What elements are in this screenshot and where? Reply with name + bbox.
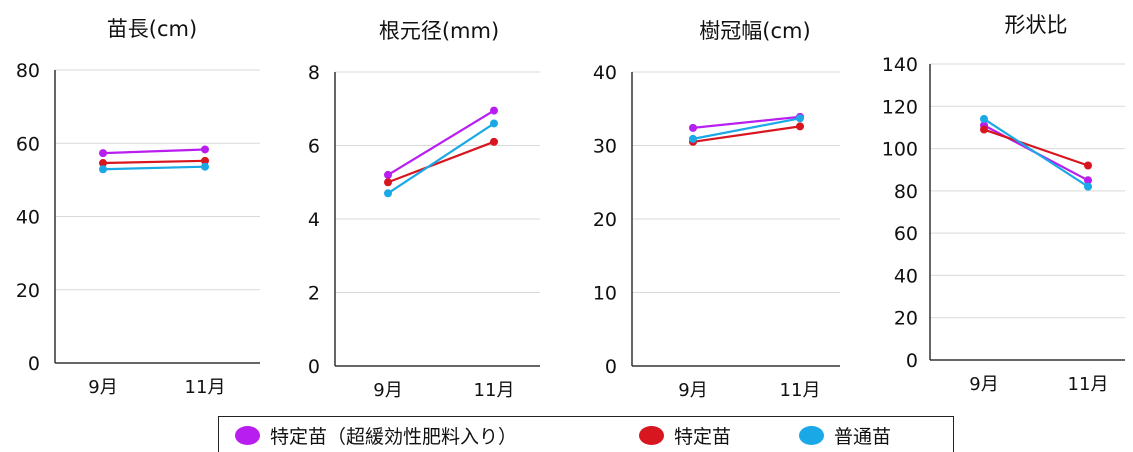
- legend-item-purple: 特定苗（超緩効性肥料入り）: [235, 423, 518, 448]
- series-line-purple: [102, 148, 206, 155]
- legend-label-purple: 特定苗（超緩効性肥料入り）: [270, 425, 518, 448]
- data-point-blue: [201, 162, 209, 171]
- data-point-red: [1084, 161, 1092, 170]
- data-point-purple: [1084, 176, 1092, 185]
- chart-panel-4: 0 20 40 60 80 100 120 140 形状比 9月 11月: [882, 13, 1125, 395]
- data-point-blue: [99, 165, 107, 174]
- y-tick-label: 0: [308, 356, 320, 378]
- x-tick-label: 9月: [88, 377, 117, 398]
- series-line-blue: [692, 117, 801, 140]
- data-point-red: [490, 137, 498, 146]
- legend-label-red: 特定苗: [674, 425, 732, 448]
- chart-title: 樹冠幅(cm): [699, 19, 810, 43]
- chart-title: 形状比: [1005, 13, 1068, 37]
- legend-item-red: 特定苗: [639, 423, 732, 448]
- chart-panel-1: 0 20 40 60 80 苗長(cm) 9月 11月: [16, 17, 260, 398]
- y-tick-label: 40: [16, 207, 40, 229]
- x-tick-label: 9月: [969, 374, 998, 395]
- y-tick-label: 20: [894, 308, 918, 330]
- legend: 特定苗（超緩効性肥料入り） 特定苗 普通苗: [218, 416, 954, 452]
- y-tick-label: 120: [882, 96, 918, 118]
- data-point-purple: [99, 149, 107, 158]
- legend-marker-blue: [799, 425, 824, 445]
- legend-label-blue: 普通苗: [834, 425, 892, 448]
- y-tick-label: 20: [593, 209, 617, 231]
- data-point-purple: [689, 123, 697, 132]
- y-tick-label: 140: [882, 54, 918, 76]
- data-point-red: [201, 156, 209, 165]
- data-point-red: [99, 159, 107, 168]
- data-point-blue: [689, 134, 697, 143]
- y-tick-label: 40: [593, 62, 617, 84]
- data-point-blue: [490, 119, 498, 128]
- chart-panel-2: 0 2 4 6 8 根元径(mm) 9月 11月: [308, 19, 540, 401]
- series-line-red: [692, 125, 801, 143]
- data-point-blue: [796, 114, 804, 123]
- y-tick-label: 8: [308, 62, 320, 84]
- data-point-blue: [1084, 182, 1092, 191]
- chart-title: 苗長(cm): [107, 17, 197, 41]
- data-point-blue: [980, 114, 988, 123]
- series-line-blue: [387, 122, 495, 195]
- data-point-purple: [201, 145, 209, 154]
- y-tick-label: 0: [906, 350, 918, 372]
- series-line-red: [387, 140, 495, 184]
- series-line-blue: [102, 165, 206, 171]
- y-tick-label: 80: [894, 181, 918, 203]
- y-tick-label: 0: [605, 356, 617, 378]
- data-point-red: [980, 125, 988, 134]
- y-tick-label: 60: [894, 223, 918, 245]
- y-tick-label: 60: [16, 133, 40, 155]
- legend-marker-purple: [235, 425, 260, 445]
- y-tick-label: 4: [308, 209, 320, 231]
- y-tick-label: 100: [882, 139, 918, 161]
- y-tick-label: 20: [16, 280, 40, 302]
- chart-panel-3: 0 10 20 30 40 樹冠幅(cm) 9月 11月: [593, 19, 840, 401]
- data-point-blue: [384, 189, 392, 198]
- x-tick-label: 11月: [780, 380, 821, 401]
- y-tick-label: 6: [308, 136, 320, 158]
- y-tick-label: 40: [894, 265, 918, 287]
- data-point-red: [796, 122, 804, 131]
- y-tick-label: 0: [28, 353, 40, 375]
- series-line-blue: [983, 118, 1089, 188]
- series-line-red: [983, 128, 1089, 167]
- data-point-purple: [384, 170, 392, 179]
- legend-marker-red: [639, 425, 664, 445]
- x-tick-label: 11月: [185, 377, 226, 398]
- chart-title: 根元径(mm): [379, 19, 499, 43]
- x-tick-label: 9月: [373, 380, 402, 401]
- legend-item-blue: 普通苗: [799, 423, 892, 448]
- x-tick-label: 9月: [678, 380, 707, 401]
- series-line-purple: [387, 109, 495, 176]
- y-tick-label: 2: [308, 283, 320, 305]
- x-tick-label: 11月: [474, 380, 515, 401]
- y-tick-label: 10: [593, 283, 617, 305]
- series-line-purple: [692, 115, 801, 129]
- y-tick-label: 80: [16, 60, 40, 82]
- series-line-red: [102, 159, 206, 165]
- data-point-purple: [490, 106, 498, 115]
- y-tick-label: 30: [593, 136, 617, 158]
- data-point-red: [384, 178, 392, 187]
- x-tick-label: 11月: [1068, 374, 1109, 395]
